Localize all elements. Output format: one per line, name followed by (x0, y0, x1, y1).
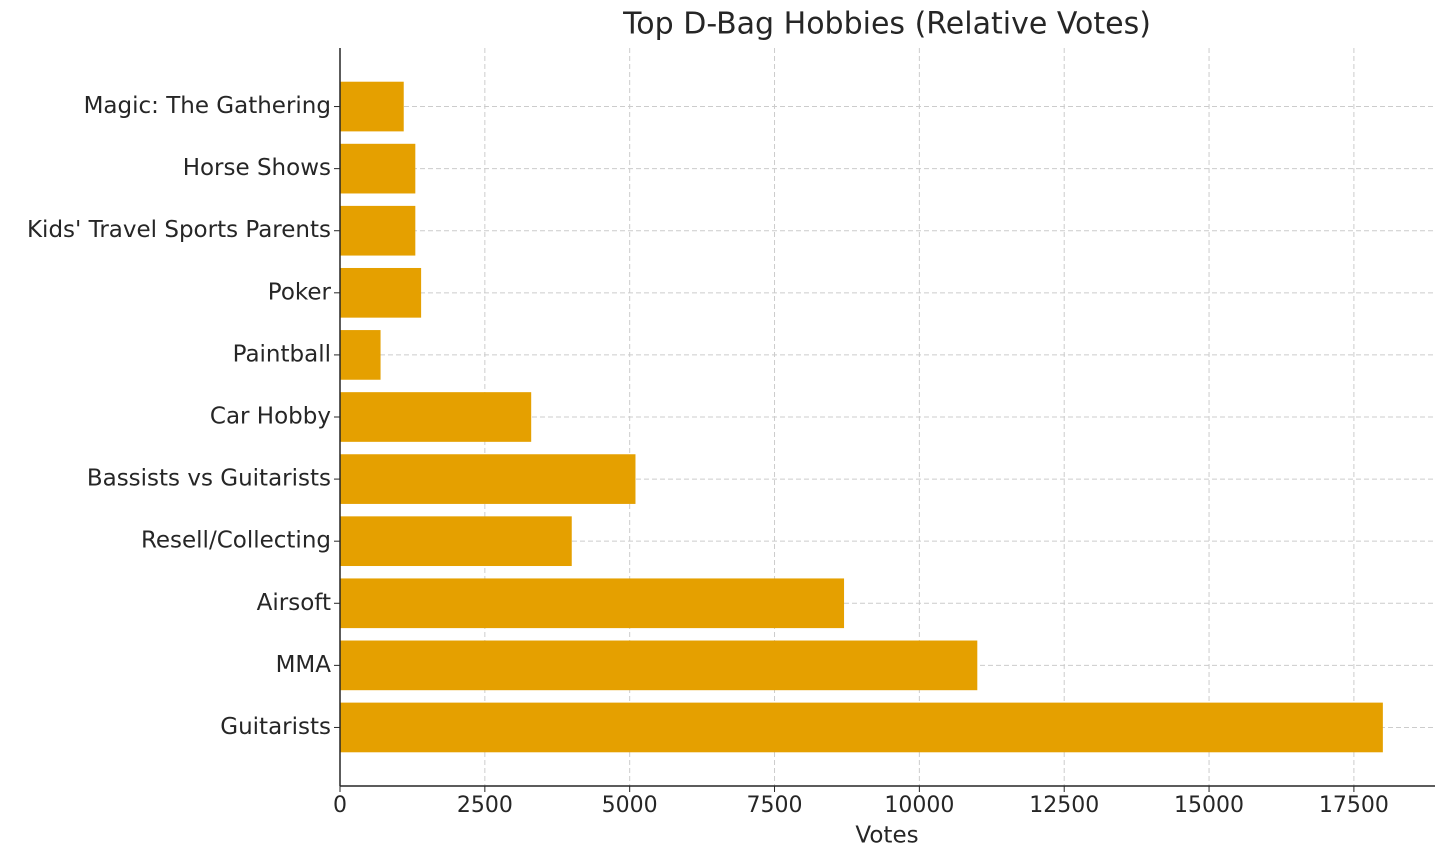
bar (340, 392, 532, 442)
y-tick-label: Guitarists (220, 714, 331, 740)
y-tick-label: MMA (276, 652, 332, 678)
y-tick-label: Car Hobby (210, 404, 331, 430)
chart-title: Top D-Bag Hobbies (Relative Votes) (622, 7, 1151, 42)
bar (340, 516, 572, 567)
x-tick-label: 7500 (747, 793, 803, 818)
y-tick-label: Resell/Collecting (141, 528, 331, 554)
x-tick-label: 0 (333, 793, 347, 818)
y-tick-label: Bassists vs Guitarists (87, 466, 331, 492)
bar (340, 81, 404, 132)
bar (340, 267, 422, 318)
y-tick-label: Poker (268, 279, 332, 305)
x-tick-label: 10000 (884, 793, 954, 818)
bar (340, 578, 845, 629)
x-tick-label: 12500 (1029, 793, 1099, 818)
x-tick-label: 17500 (1319, 793, 1389, 818)
bar (340, 702, 1383, 753)
x-tick-label: 15000 (1174, 793, 1244, 818)
y-tick-label: Paintball (233, 341, 331, 367)
x-axis-label: Votes (855, 823, 918, 849)
x-tick-label: 5000 (602, 793, 658, 818)
y-tick-label: Horse Shows (183, 155, 331, 181)
x-tick-label: 2500 (457, 793, 513, 818)
bar (340, 454, 636, 504)
y-tick-label: Magic: The Gathering (84, 93, 331, 119)
bar (340, 143, 416, 194)
y-tick-label: Airsoft (257, 590, 331, 616)
y-tick-label: Kids' Travel Sports Parents (27, 217, 331, 243)
bar (340, 330, 381, 380)
bar (340, 640, 978, 691)
bar (340, 205, 416, 256)
